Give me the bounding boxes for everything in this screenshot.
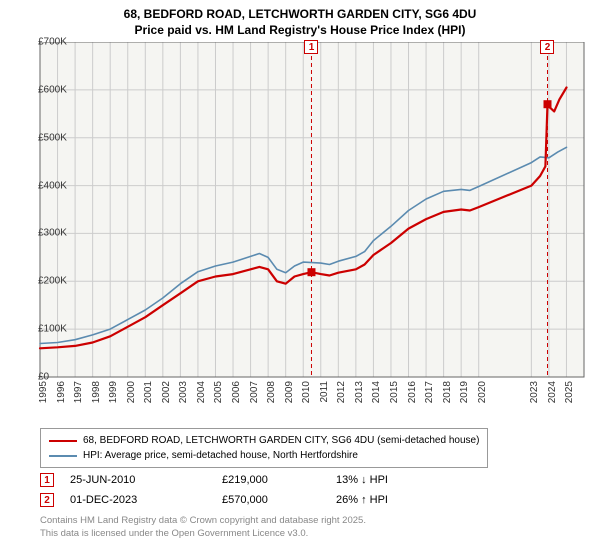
x-tick-label: 2024 xyxy=(545,381,558,403)
legend-label: HPI: Average price, semi-detached house,… xyxy=(83,450,358,461)
x-tick-label: 1995 xyxy=(36,381,49,403)
transaction-flag: 2 xyxy=(540,40,554,54)
transaction-price: £219,000 xyxy=(222,474,332,486)
title-line-2: Price paid vs. HM Land Registry's House … xyxy=(0,22,600,38)
chart-svg xyxy=(0,42,600,422)
chart-container: 68, BEDFORD ROAD, LETCHWORTH GARDEN CITY… xyxy=(0,0,600,560)
x-tick-label: 2019 xyxy=(457,381,470,403)
x-tick-label: 2007 xyxy=(247,381,260,403)
legend-box: 68, BEDFORD ROAD, LETCHWORTH GARDEN CITY… xyxy=(40,428,488,468)
transaction-pct: 13% ↓ HPI xyxy=(336,474,436,486)
transaction-number-box: 1 xyxy=(40,473,54,487)
chart-title: 68, BEDFORD ROAD, LETCHWORTH GARDEN CITY… xyxy=(0,0,600,38)
x-tick-label: 2012 xyxy=(334,381,347,403)
title-line-1: 68, BEDFORD ROAD, LETCHWORTH GARDEN CITY… xyxy=(0,6,600,22)
x-tick-label: 2015 xyxy=(387,381,400,403)
x-tick-label: 2008 xyxy=(264,381,277,403)
footer-attribution: Contains HM Land Registry data © Crown c… xyxy=(40,515,366,541)
x-tick-label: 2017 xyxy=(422,381,435,403)
legend-row: 68, BEDFORD ROAD, LETCHWORTH GARDEN CITY… xyxy=(49,433,479,448)
legend-swatch xyxy=(49,455,77,457)
transaction-number-box: 2 xyxy=(40,493,54,507)
x-tick-label: 2004 xyxy=(194,381,207,403)
x-tick-label: 2000 xyxy=(124,381,137,403)
x-tick-label: 2013 xyxy=(352,381,365,403)
transaction-date: 01-DEC-2023 xyxy=(58,494,218,506)
footer-line-1: Contains HM Land Registry data © Crown c… xyxy=(40,515,366,528)
x-tick-label: 1997 xyxy=(71,381,84,403)
x-tick-label: 1996 xyxy=(54,381,67,403)
x-tick-label: 1999 xyxy=(106,381,119,403)
x-tick-label: 1998 xyxy=(89,381,102,403)
transaction-date: 25-JUN-2010 xyxy=(58,474,218,486)
transaction-row: 1 25-JUN-2010 £219,000 13% ↓ HPI xyxy=(40,470,436,490)
x-tick-label: 2011 xyxy=(317,381,330,403)
transaction-flag: 1 xyxy=(304,40,318,54)
x-tick-label: 2002 xyxy=(159,381,172,403)
legend-swatch xyxy=(49,440,77,442)
x-tick-label: 2005 xyxy=(211,381,224,403)
x-tick-label: 2001 xyxy=(141,381,154,403)
x-tick-label: 2006 xyxy=(229,381,242,403)
x-tick-label: 2009 xyxy=(282,381,295,403)
x-tick-label: 2016 xyxy=(405,381,418,403)
x-tick-label: 2023 xyxy=(527,381,540,403)
transaction-pct: 26% ↑ HPI xyxy=(336,494,436,506)
x-tick-label: 2025 xyxy=(562,381,575,403)
chart-area: £0£100K£200K£300K£400K£500K£600K£700K199… xyxy=(0,42,600,422)
transaction-price: £570,000 xyxy=(222,494,332,506)
x-tick-label: 2018 xyxy=(440,381,453,403)
x-tick-label: 2020 xyxy=(475,381,488,403)
x-tick-label: 2003 xyxy=(176,381,189,403)
x-tick-label: 2010 xyxy=(299,381,312,403)
transactions-table: 1 25-JUN-2010 £219,000 13% ↓ HPI 2 01-DEC-202… xyxy=(40,470,436,510)
legend-label: 68, BEDFORD ROAD, LETCHWORTH GARDEN CITY… xyxy=(83,435,479,446)
transaction-row: 2 01-DEC-2023 £570,000 26% ↑ HPI xyxy=(40,490,436,510)
legend-row: HPI: Average price, semi-detached house,… xyxy=(49,448,479,463)
x-tick-label: 2014 xyxy=(369,381,382,403)
footer-line-2: This data is licensed under the Open Gov… xyxy=(40,528,366,541)
